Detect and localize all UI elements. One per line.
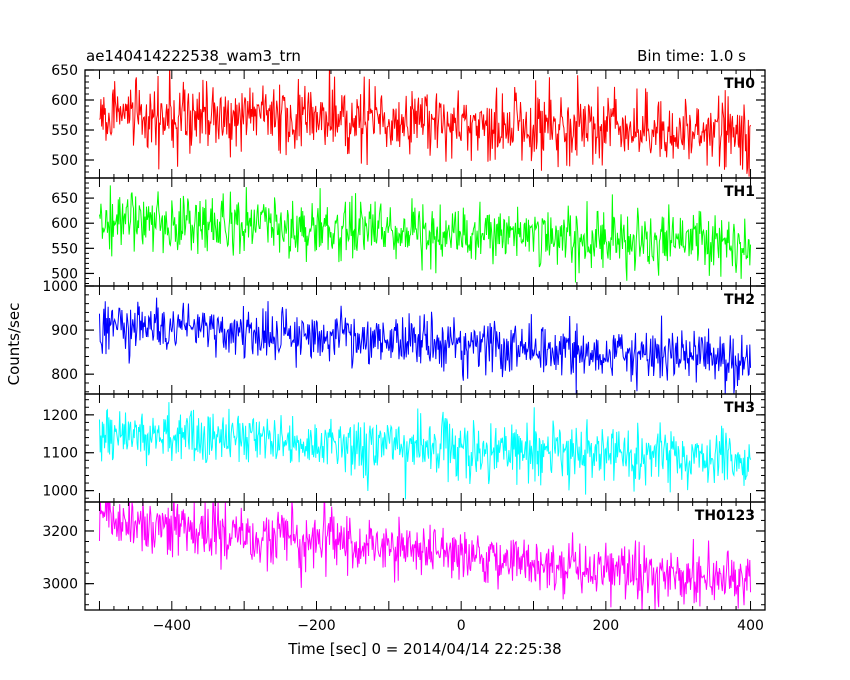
y-axis-label: Counts/sec [5,303,23,386]
y-tick-label: 3200 [42,524,78,540]
panel-name-th1: TH1 [724,184,755,200]
panel-th0123: 3000 3200 TH0123 [42,501,766,611]
panel-th0: 500 550 600 650 TH0 [51,63,766,179]
bin-time-label: Bin time: 1.0 s [637,47,746,65]
panel-name-th0123: TH0123 [695,508,755,524]
y-tick-label: 600 [51,93,78,109]
y-tick-label: 600 [51,216,78,232]
series-th3-line [98,402,752,500]
x-tick-label: −400 [153,618,191,634]
y-tick-label: 900 [51,323,78,339]
x-tick-label: 200 [592,618,619,634]
series-th1-line [98,185,752,283]
panel-frame [84,501,766,611]
panel-name-th2: TH2 [724,292,755,308]
series-th0123-line [98,502,752,610]
panel-frame [84,285,766,395]
y-tick-label: 1000 [42,279,78,295]
y-tick-label: 500 [51,153,78,169]
y-tick-label: 1200 [42,408,78,424]
panel-th2: 800 900 1000 TH2 [42,279,766,395]
x-axis-label: Time [sec] 0 = 2014/04/14 22:25:38 [287,640,561,658]
y-tick-label: 1100 [42,446,78,462]
x-tick-label: 0 [457,618,466,634]
panels-group: 500 550 600 650 TH0 500 550 600 650 TH1 800 900 1000… [42,63,766,611]
y-tick-label: 1000 [42,484,78,500]
x-tick-label: −200 [297,618,335,634]
y-tick-label: 650 [51,191,78,207]
y-tick-label: 550 [51,241,78,257]
y-tick-label: 800 [51,367,78,383]
chart-title: ae140414222538_wam3_trn [86,47,301,66]
y-tick-label: 550 [51,123,78,139]
series-th0-line [99,70,751,177]
x-tick-label: 400 [737,618,764,634]
series-th2-line [98,297,752,394]
panel-th1: 500 550 600 650 TH1 [51,177,766,287]
y-tick-label: 3000 [42,577,78,593]
y-tick-label: 650 [51,63,78,79]
panel-name-th3: TH3 [724,400,755,416]
panel-name-th0: TH0 [724,76,755,92]
y-tick-label: 500 [51,266,78,282]
x-axis-tick-labels: −400 −200 0 200 400 [153,618,764,634]
panel-th3: 1000 1100 1200 TH3 [42,393,766,503]
